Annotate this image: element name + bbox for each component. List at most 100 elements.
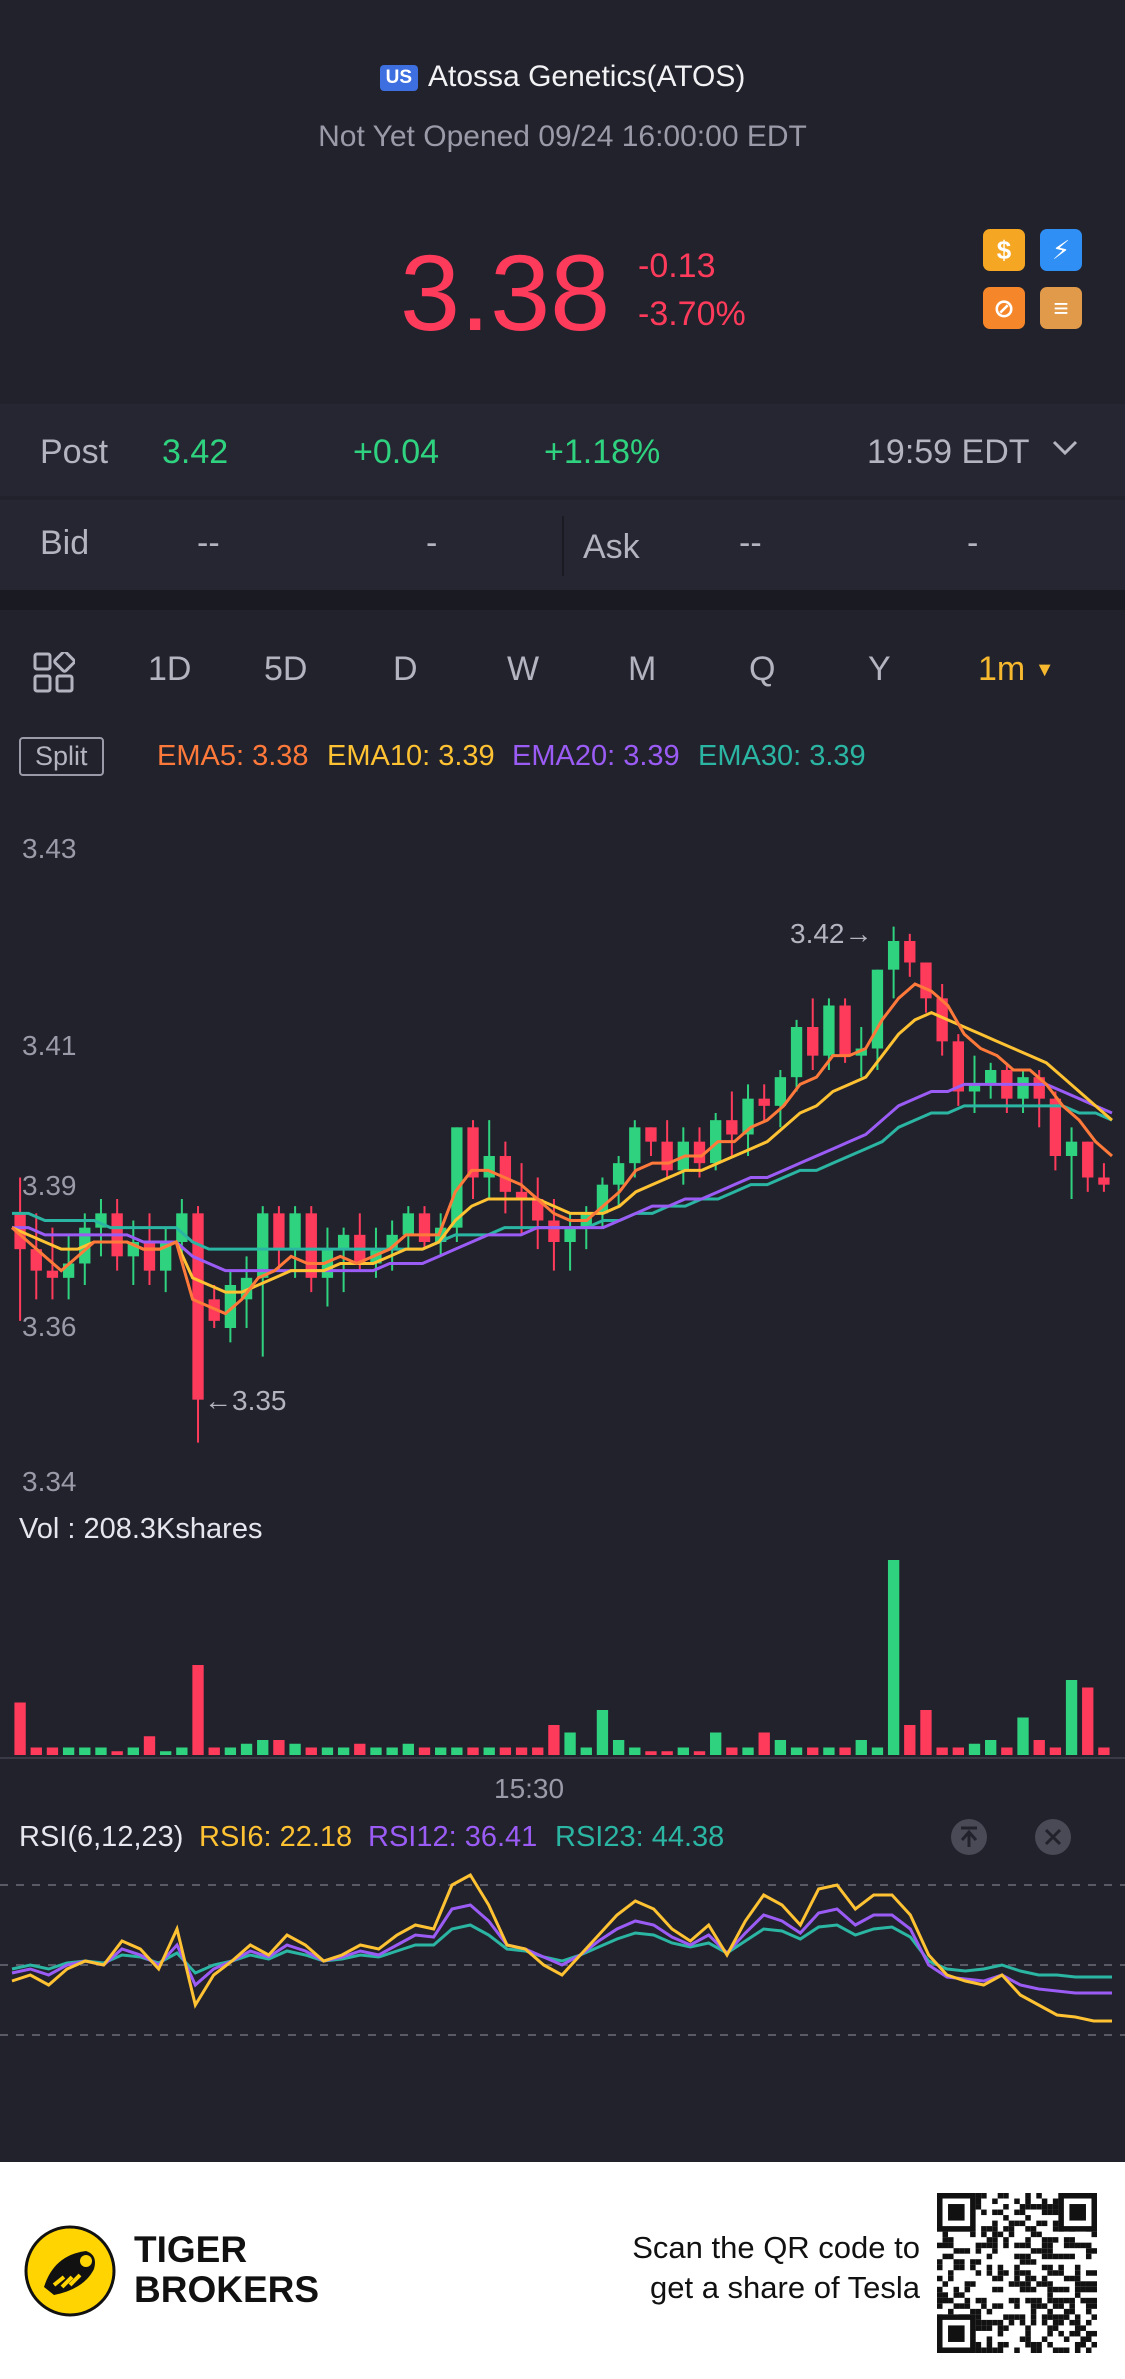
volume-bar — [1001, 1747, 1013, 1755]
chevron-down-icon[interactable] — [1050, 438, 1080, 458]
candle — [710, 1120, 722, 1164]
volume-bar — [1049, 1747, 1062, 1755]
bid-size: - — [426, 524, 438, 562]
volume-bar — [435, 1747, 447, 1755]
bid-label: Bid — [40, 524, 90, 562]
cta-line2: get a share of Tesla — [650, 2270, 920, 2305]
ema10-line — [11, 1011, 1113, 1294]
split-button[interactable]: Split — [19, 737, 104, 776]
brand-line1: TIGER — [134, 2229, 248, 2270]
volume-bar — [661, 1751, 673, 1755]
candle — [807, 1027, 819, 1056]
candle — [435, 1227, 447, 1242]
candle — [968, 1084, 981, 1092]
tab-5d[interactable]: 5D — [264, 650, 308, 688]
volume-bar — [710, 1732, 722, 1755]
candle — [467, 1127, 479, 1178]
price-change: -0.13 — [638, 247, 716, 285]
tab-w[interactable]: W — [507, 650, 540, 688]
candle — [224, 1285, 237, 1328]
divider — [562, 516, 564, 576]
candle — [904, 941, 916, 963]
volume-bar — [742, 1747, 754, 1755]
candle — [386, 1234, 398, 1250]
pin-top-icon[interactable] — [950, 1818, 988, 1856]
volume-bar — [1017, 1717, 1029, 1755]
volume-bar — [580, 1747, 592, 1755]
volume-bar — [774, 1740, 787, 1755]
bid-ask-row: Bid -- - Ask -- - — [0, 500, 1125, 590]
candle — [790, 1027, 803, 1078]
y-tick: 3.41 — [22, 1030, 77, 1061]
candle — [532, 1199, 544, 1221]
tab-m[interactable]: M — [628, 650, 657, 688]
volume-bar — [224, 1747, 237, 1755]
volume-bar — [823, 1747, 835, 1755]
brand-line2: BROKERS — [134, 2269, 320, 2310]
candle — [1098, 1177, 1110, 1185]
candle — [273, 1213, 285, 1250]
candle — [95, 1213, 107, 1228]
tab-d[interactable]: D — [393, 650, 418, 688]
stack-icon[interactable]: ≡ — [1040, 287, 1082, 329]
candle — [62, 1263, 75, 1278]
volume-bar — [418, 1747, 431, 1755]
volume-bar — [985, 1740, 997, 1755]
volume-bar — [515, 1747, 528, 1755]
tab-1m-label: 1m — [978, 650, 1026, 688]
volume-bar — [46, 1747, 59, 1755]
stock-title[interactable]: Atossa Genetics(ATOS) — [428, 60, 746, 93]
tab-1d[interactable]: 1D — [148, 650, 192, 688]
volume-bar — [645, 1751, 657, 1755]
tab-q[interactable]: Q — [749, 650, 776, 688]
volume-bar — [337, 1747, 350, 1755]
close-icon[interactable] — [1034, 1818, 1072, 1856]
last-price: 3.38 — [400, 232, 611, 353]
volume-bar — [127, 1747, 139, 1755]
tab-1m[interactable]: 1m ▼ — [978, 650, 1054, 689]
no-short-icon[interactable]: ⊘ — [983, 287, 1025, 329]
volume-bar — [160, 1751, 172, 1755]
candle — [257, 1213, 269, 1278]
post-price: 3.42 — [162, 433, 229, 471]
lightning-icon[interactable]: ⚡ — [1040, 229, 1082, 271]
candle — [1017, 1077, 1029, 1099]
ask-size: - — [967, 524, 979, 562]
volume-bar — [257, 1740, 269, 1755]
volume-bar — [564, 1732, 576, 1755]
qr-code[interactable] — [937, 2193, 1097, 2353]
candle — [160, 1242, 172, 1271]
rsi23-line — [11, 1923, 1112, 1979]
layout-grid-icon[interactable] — [33, 652, 75, 694]
volume-bar — [596, 1710, 609, 1755]
volume-bar — [62, 1747, 75, 1755]
volume-bar — [289, 1743, 301, 1755]
section-divider — [0, 590, 1125, 610]
candle — [46, 1270, 59, 1278]
price-chart[interactable] — [0, 800, 1125, 2150]
candle — [985, 1070, 997, 1085]
volume-label: Vol : 208.3Kshares — [19, 1513, 263, 1545]
ask-label: Ask — [583, 528, 640, 566]
ema5-label: EMA5: 3.38 — [157, 740, 309, 772]
candle — [887, 941, 900, 970]
volume-bar — [79, 1747, 91, 1755]
volume-bar — [30, 1747, 42, 1755]
tab-y[interactable]: Y — [868, 650, 891, 688]
high-marker-value: 3.42 — [790, 918, 845, 949]
candle — [176, 1213, 188, 1242]
volume-bar — [887, 1560, 900, 1755]
volume-bar — [1098, 1747, 1110, 1755]
candle — [936, 998, 948, 1042]
volume-bar — [871, 1747, 884, 1755]
y-tick: 3.43 — [22, 833, 77, 864]
dollar-icon[interactable]: $ — [983, 229, 1025, 271]
volume-bar — [111, 1751, 123, 1755]
quote-header: US Atossa Genetics(ATOS) Not Yet Opened 0… — [0, 0, 1125, 400]
candle — [127, 1242, 139, 1257]
brand-name: TIGER BROKERS — [134, 2230, 319, 2310]
volume-bar — [952, 1747, 964, 1755]
volume-bar — [354, 1743, 366, 1755]
post-market-row[interactable]: Post 3.42 +0.04 +1.18% 19:59 EDT — [0, 404, 1125, 496]
candle — [1033, 1077, 1045, 1099]
